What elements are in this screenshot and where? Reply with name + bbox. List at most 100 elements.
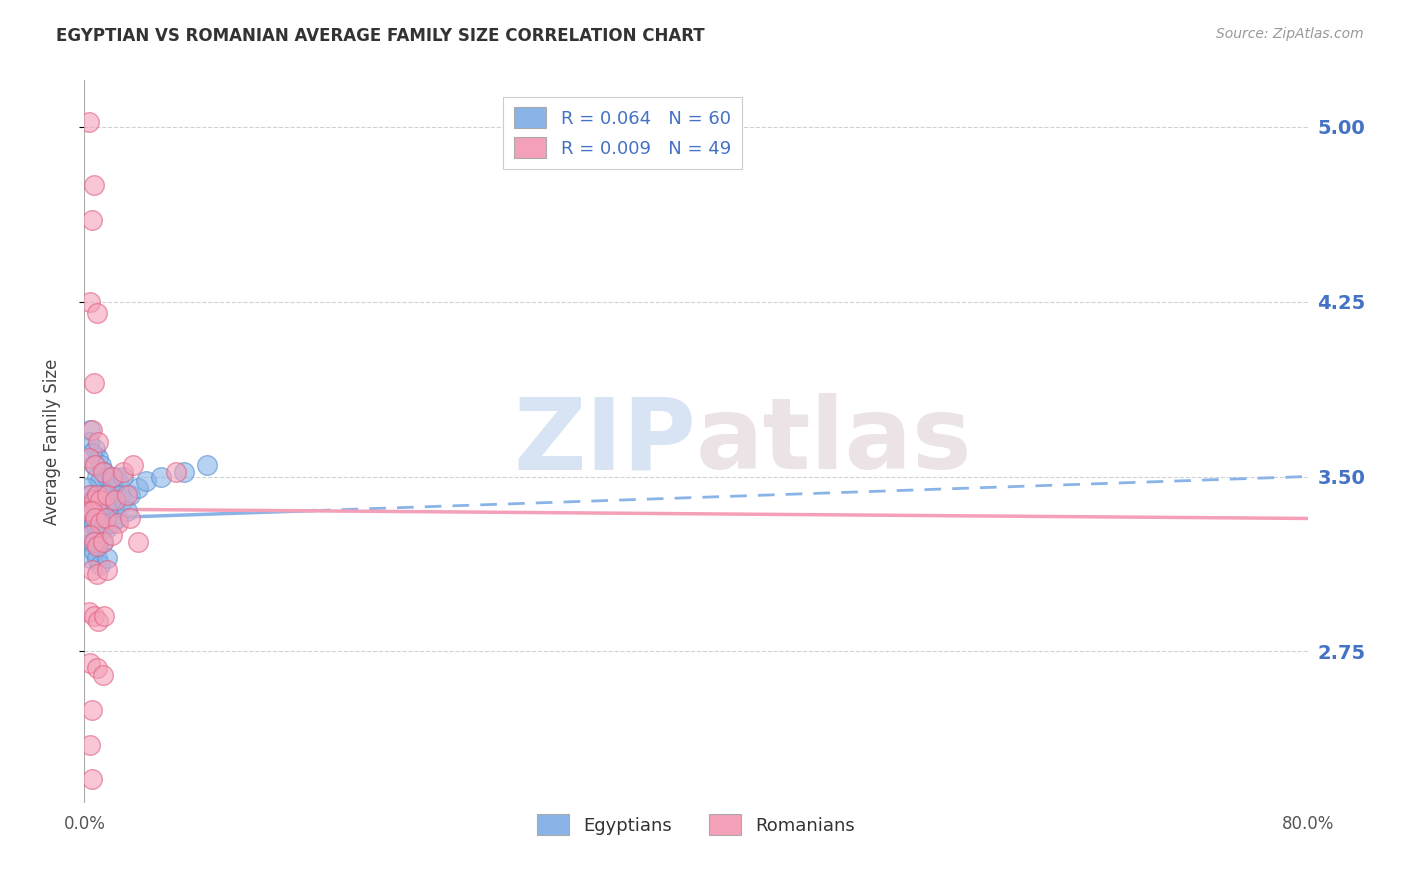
Text: ZIP: ZIP (513, 393, 696, 490)
Point (127, 534, 149, 549)
Point (86, 660, 108, 674)
Point (86, 488, 108, 502)
Point (91, 488, 114, 502)
Point (90, 458, 112, 472)
Point (76, 511, 98, 525)
Point (91, 534, 114, 549)
Point (84, 442, 107, 456)
Point (89, 474, 111, 488)
Point (165, 465, 187, 479)
Point (135, 474, 157, 488)
Point (80, 702, 103, 716)
Text: Source: ZipAtlas.com: Source: ZipAtlas.com (1216, 27, 1364, 41)
Point (96, 521, 118, 535)
Point (89, 492, 111, 507)
Point (149, 469, 172, 483)
Point (79, 656, 101, 670)
Point (96, 488, 118, 502)
Point (89, 516, 111, 530)
Point (90, 504, 112, 518)
Point (83, 458, 105, 472)
Point (101, 474, 124, 488)
Point (107, 511, 129, 525)
Point (86, 488, 108, 502)
Point (84, 458, 107, 472)
Point (120, 511, 142, 525)
Point (87, 434, 110, 449)
Point (77, 434, 100, 449)
Point (87, 614, 110, 628)
Point (84, 511, 107, 525)
Point (83, 516, 105, 530)
Point (91, 465, 114, 479)
Point (83, 492, 105, 507)
Point (83, 544, 105, 558)
Point (79, 423, 101, 437)
Point (111, 492, 134, 507)
Legend: Egyptians, Romanians: Egyptians, Romanians (527, 805, 865, 845)
Point (96, 551, 118, 566)
Point (80, 563, 103, 577)
Point (96, 563, 118, 577)
Point (104, 492, 127, 507)
Point (127, 481, 149, 495)
Point (91, 534, 114, 549)
Point (77, 115, 100, 129)
Point (98, 498, 121, 512)
Point (80, 504, 103, 518)
Point (94, 498, 117, 512)
Point (111, 469, 134, 483)
Point (107, 516, 129, 530)
Point (96, 492, 118, 507)
Point (86, 306, 108, 320)
Point (83, 534, 105, 549)
Point (120, 488, 142, 502)
Point (89, 558, 111, 572)
Point (79, 516, 101, 530)
Point (107, 474, 129, 488)
Point (89, 492, 111, 507)
Point (83, 492, 105, 507)
Point (79, 551, 101, 566)
Text: atlas: atlas (696, 393, 973, 490)
Point (80, 446, 103, 460)
Point (79, 488, 101, 502)
Point (111, 465, 134, 479)
Point (108, 488, 131, 502)
Point (86, 540, 108, 554)
Point (79, 528, 101, 542)
Point (122, 458, 145, 472)
Point (104, 469, 127, 483)
Point (86, 469, 108, 483)
Point (77, 504, 100, 518)
Point (77, 450, 100, 465)
Point (77, 605, 100, 619)
Point (77, 504, 100, 518)
Point (91, 667, 114, 681)
Point (79, 294, 101, 309)
Point (86, 567, 108, 582)
Point (104, 492, 127, 507)
Point (195, 458, 218, 472)
Point (76, 481, 98, 495)
Point (83, 376, 105, 391)
Point (83, 178, 105, 193)
Point (93, 609, 115, 624)
Point (80, 504, 103, 518)
Point (94, 511, 117, 525)
Point (83, 609, 105, 624)
Point (104, 498, 127, 512)
Point (87, 504, 110, 518)
Point (87, 450, 110, 465)
Text: EGYPTIAN VS ROMANIAN AVERAGE FAMILY SIZE CORRELATION CHART: EGYPTIAN VS ROMANIAN AVERAGE FAMILY SIZE… (56, 27, 704, 45)
Point (79, 738, 101, 752)
Point (173, 465, 195, 479)
Point (115, 488, 138, 502)
Point (93, 465, 115, 479)
Y-axis label: Average Family Size: Average Family Size (42, 359, 60, 524)
Point (91, 521, 114, 535)
Point (80, 772, 103, 787)
Point (80, 213, 103, 227)
Point (84, 534, 107, 549)
Point (115, 504, 138, 518)
